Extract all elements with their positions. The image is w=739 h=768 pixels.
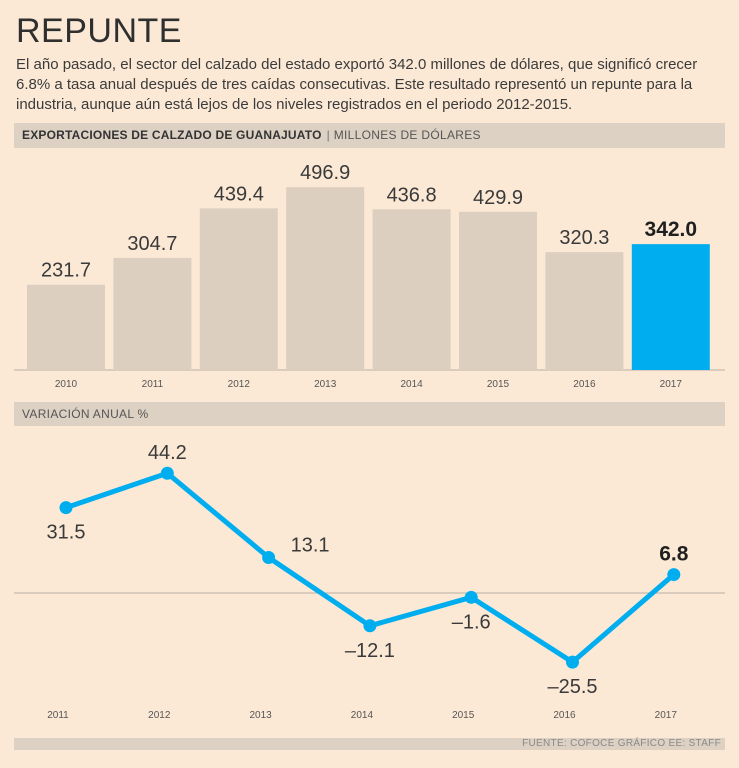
line-x-tick-label: 2011 [47,710,69,721]
point-value-label: 6.8 [659,543,689,566]
bar-2011 [113,257,192,370]
line-x-tick-label: 2012 [148,710,171,721]
bar-2017 [631,244,710,370]
source-footer: FUENTE: COFOCE GRÁFICO EE: STAFF [14,738,725,750]
bar-2013 [286,187,365,370]
line-x-tick-label: 2015 [452,710,475,721]
point-value-label: 31.5 [47,522,86,544]
point-value-label: –25.5 [547,676,597,698]
bar-x-tick-label: 2012 [228,379,251,390]
bar-x-tick-label: 2016 [573,379,596,390]
bar-value-label: 320.3 [559,227,609,249]
bar-value-label: 436.8 [387,184,437,206]
variation-line [63,470,677,665]
source-text: FUENTE: COFOCE GRÁFICO EE: STAFF [522,738,721,749]
header-separator: | [326,128,330,142]
line-chart: 31.5 2011 44.2 2012 13.1 2013 –12.1 2014 –1.6 201… [14,442,725,721]
bar-chart-header: EXPORTACIONES DE CALZADO DE GUANAJUATO | M… [14,123,725,148]
bar-2014 [372,209,451,370]
bar-x-tick-label: 2014 [400,379,423,390]
point-2014 [363,619,377,633]
bar-x-tick-label: 2011 [142,379,164,390]
line-x-tick-label: 2013 [249,710,272,721]
point-value-label: –12.1 [345,640,395,662]
bar-value-label: 429.9 [473,187,523,209]
bar-x-tick-label: 2017 [660,379,683,390]
bar-x-tick-label: 2013 [314,379,337,390]
bar-2016 [545,252,624,370]
point-2017 [667,568,681,582]
line-x-tick-label: 2014 [351,710,374,721]
point-value-label: –1.6 [452,611,491,633]
point-2011 [59,501,73,515]
point-2012 [160,466,174,480]
point-2016 [566,655,579,669]
point-value-label: 13.1 [291,534,330,556]
line-x-tick-label: 2017 [655,710,678,721]
line-chart-title: VARIACIÓN ANUAL % [22,407,149,421]
point-2013 [262,550,276,564]
page-subtitle: El año pasado, el sector del calzado del… [16,56,698,113]
line-chart-header: VARIACIÓN ANUAL % [14,402,725,426]
bar-chart-title: EXPORTACIONES DE CALZADO DE GUANAJUATO [22,128,322,142]
bar-value-label: 342.0 [645,218,698,241]
bar-value-label: 231.7 [41,260,91,282]
page-title: REPUNTE [16,12,182,50]
bar-x-tick-label: 2010 [55,379,78,390]
bar-x-tick-label: 2015 [487,379,510,390]
bar-2010 [27,284,105,370]
bar-chart-unit: MILLONES DE DÓLARES [333,128,481,142]
bar-value-label: 496.9 [300,162,350,184]
bar-2015 [459,211,537,370]
line-x-tick-label: 2016 [553,710,576,721]
bar-value-label: 439.4 [214,183,264,205]
bar-chart: 231.7 2010 304.7 2011 439.4 2012 496.9 2013 436.… [14,162,725,390]
bar-value-label: 304.7 [127,233,177,255]
bar-2012 [199,208,278,370]
point-2015 [464,590,478,604]
point-value-label: 44.2 [148,442,187,464]
